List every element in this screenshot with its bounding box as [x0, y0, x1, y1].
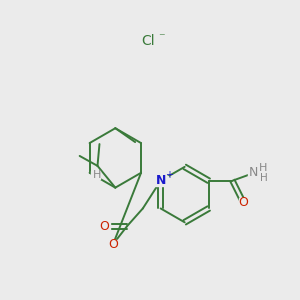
Bar: [248, 168, 260, 177]
Text: O: O: [108, 238, 118, 250]
Text: H: H: [93, 170, 102, 180]
Text: N: N: [249, 166, 258, 179]
Text: ⁻: ⁻: [159, 32, 165, 44]
Text: H: H: [259, 163, 267, 173]
Text: H: H: [260, 173, 268, 183]
Bar: [91, 171, 100, 179]
Bar: [239, 198, 248, 206]
Bar: [109, 240, 118, 248]
Text: Cl: Cl: [141, 34, 155, 48]
Bar: [101, 222, 110, 230]
Text: +: +: [165, 170, 172, 180]
Bar: [154, 176, 168, 186]
Text: O: O: [99, 220, 109, 233]
Text: O: O: [238, 196, 248, 209]
Text: N: N: [155, 174, 166, 187]
